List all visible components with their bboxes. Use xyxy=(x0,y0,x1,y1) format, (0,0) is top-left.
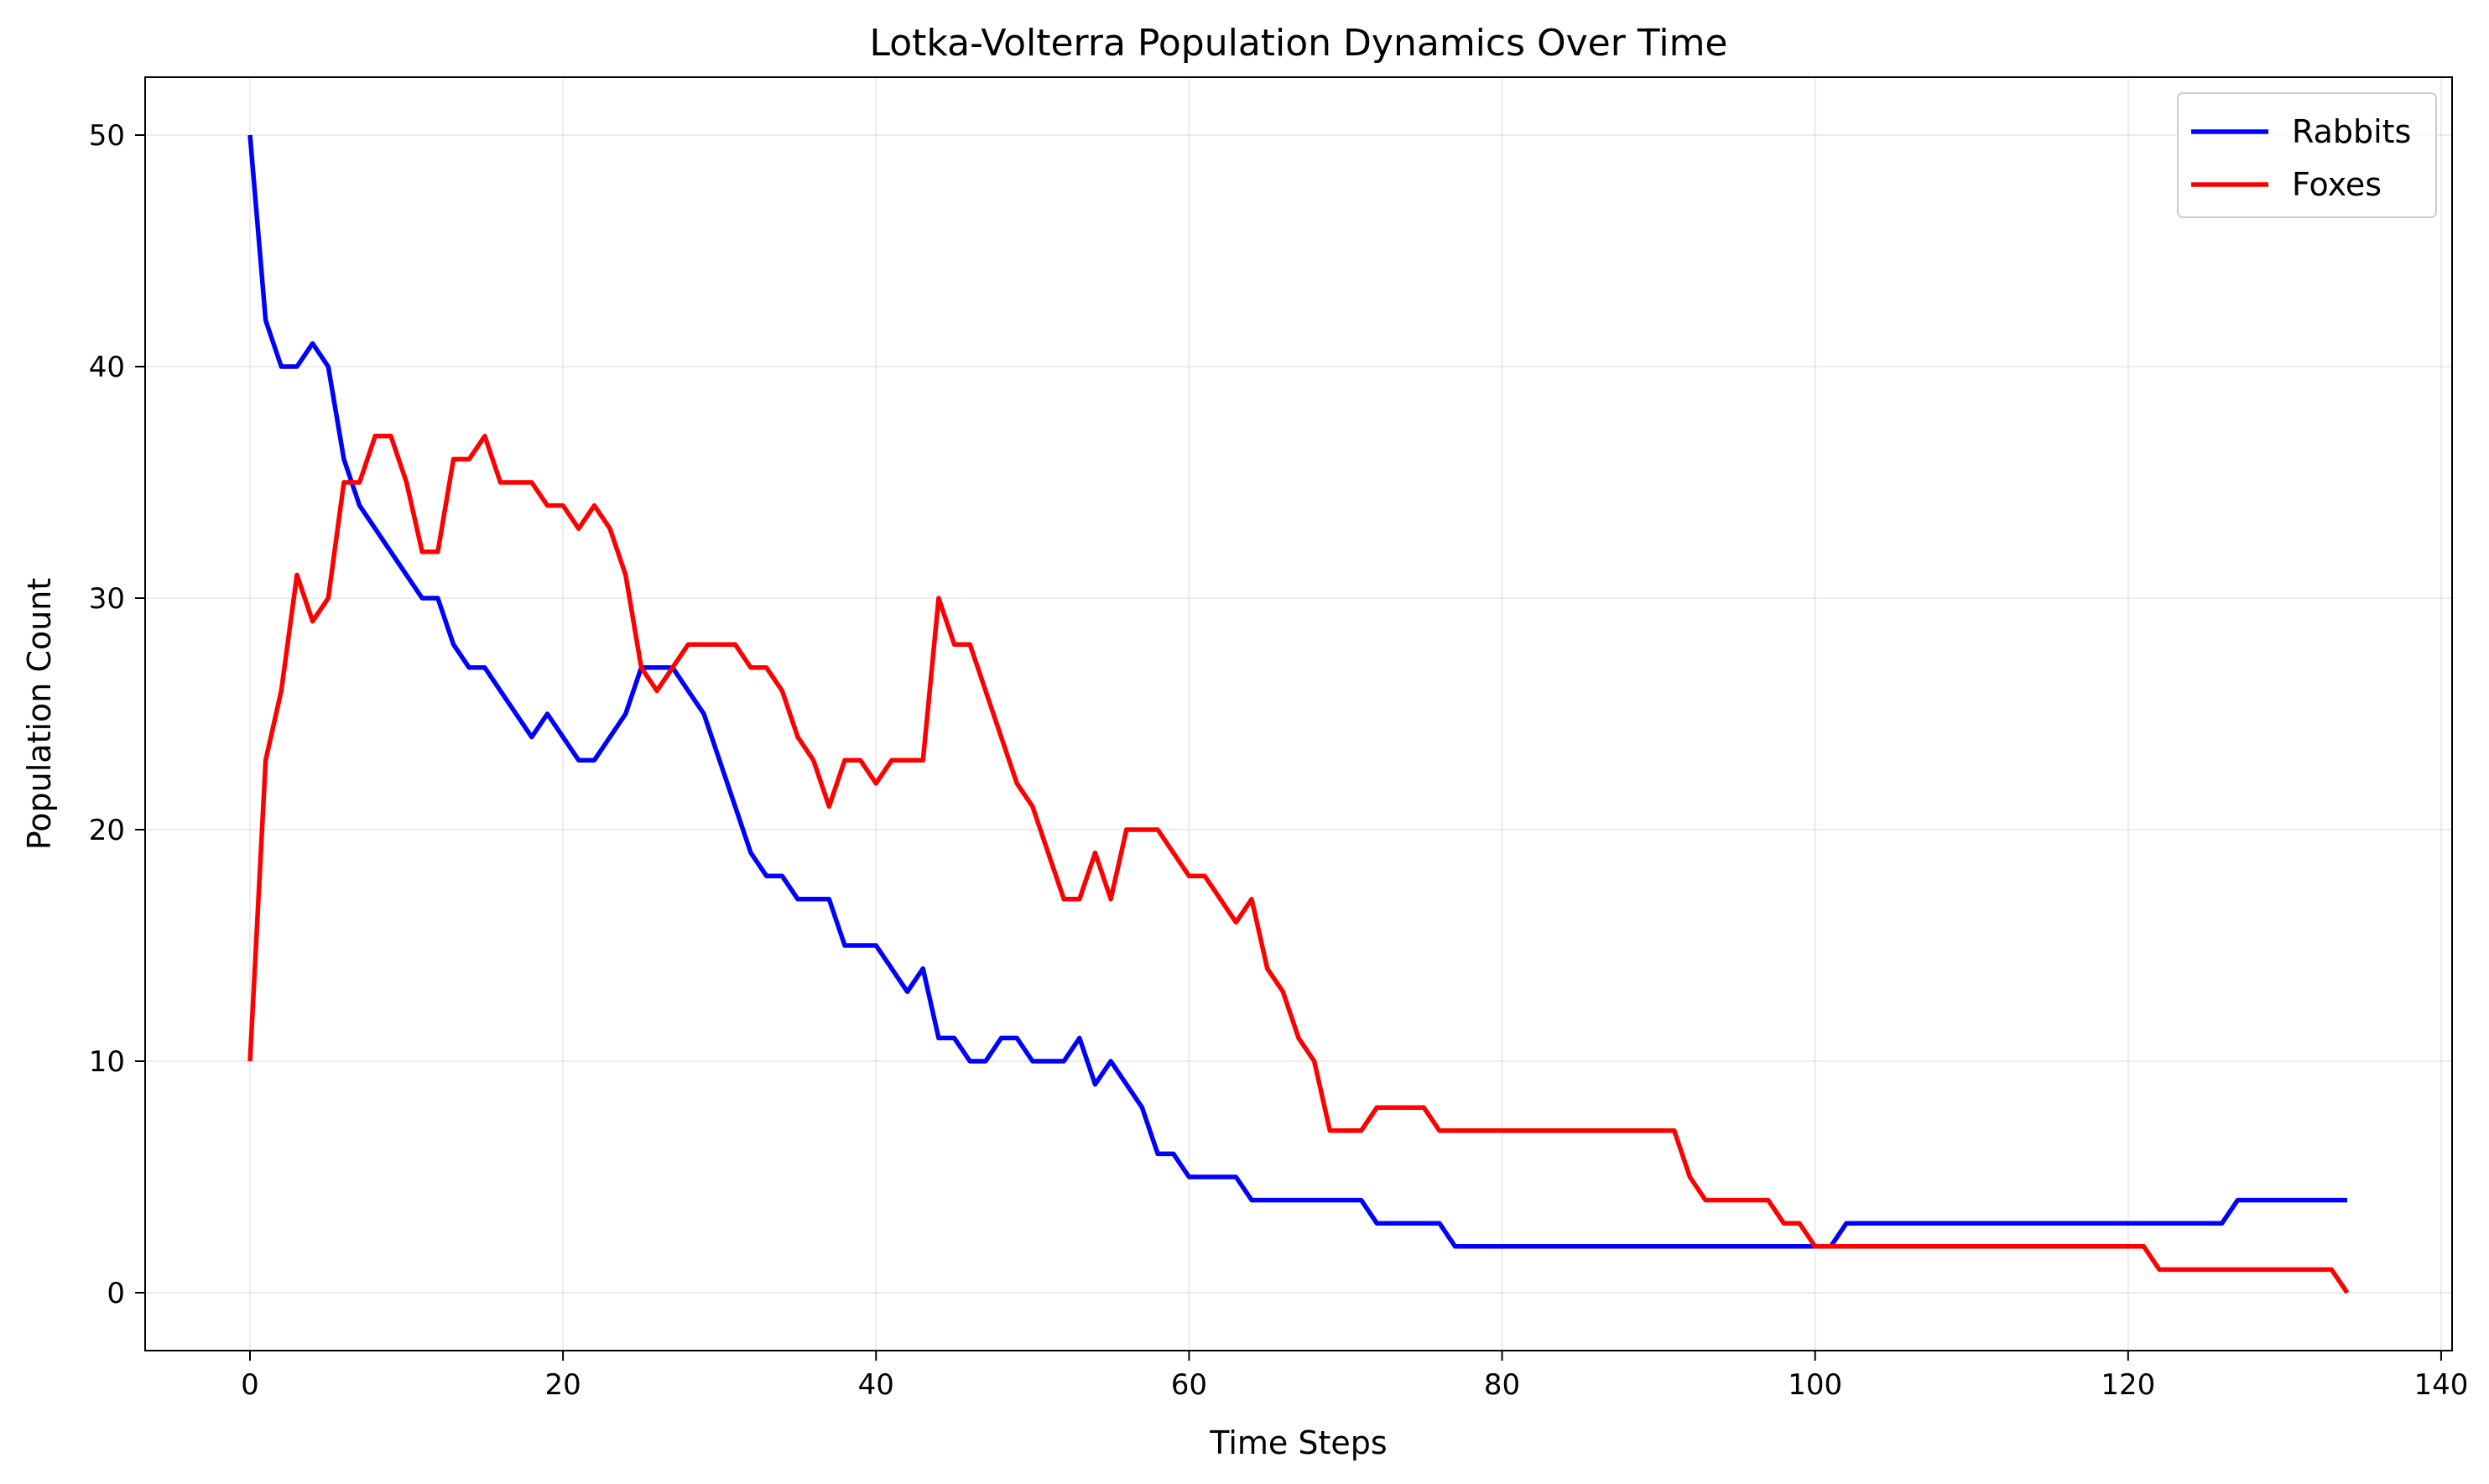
x-tick-label: 60 xyxy=(1171,1368,1207,1402)
x-axis-ticks: 0 20 40 60 80 100 120 140 xyxy=(241,1351,2468,1402)
y-tick-label: 20 xyxy=(89,814,125,847)
x-tick-label: 0 xyxy=(241,1368,259,1402)
grid xyxy=(145,77,2452,1351)
series-line-foxes xyxy=(247,434,2350,1294)
x-axis-label: Time Steps xyxy=(1209,1424,1387,1461)
y-tick-label: 30 xyxy=(89,582,125,616)
x-tick-label: 80 xyxy=(1484,1368,1520,1402)
y-tick-label: 50 xyxy=(89,119,125,153)
x-tick-label: 140 xyxy=(2413,1368,2468,1402)
legend-label-foxes: Foxes xyxy=(2292,166,2382,203)
x-tick-label: 100 xyxy=(1788,1368,1842,1402)
x-tick-label: 20 xyxy=(545,1368,581,1402)
legend-label-rabbits: Rabbits xyxy=(2292,113,2411,150)
y-tick-label: 0 xyxy=(107,1277,125,1310)
y-axis-ticks: 0 10 20 30 40 50 xyxy=(89,119,145,1310)
legend: Rabbits Foxes xyxy=(2177,92,2437,218)
x-tick-label: 120 xyxy=(2101,1368,2155,1402)
series-line-rabbits xyxy=(247,134,2347,1249)
y-tick-label: 40 xyxy=(89,351,125,384)
x-tick-label: 40 xyxy=(858,1368,894,1402)
y-tick-label: 10 xyxy=(89,1045,125,1079)
series-lines xyxy=(247,134,2350,1294)
plot-frame xyxy=(144,76,2453,1351)
y-axis-label: Population Count xyxy=(21,578,58,851)
chart-title: Lotka-Volterra Population Dynamics Over … xyxy=(870,22,1728,65)
